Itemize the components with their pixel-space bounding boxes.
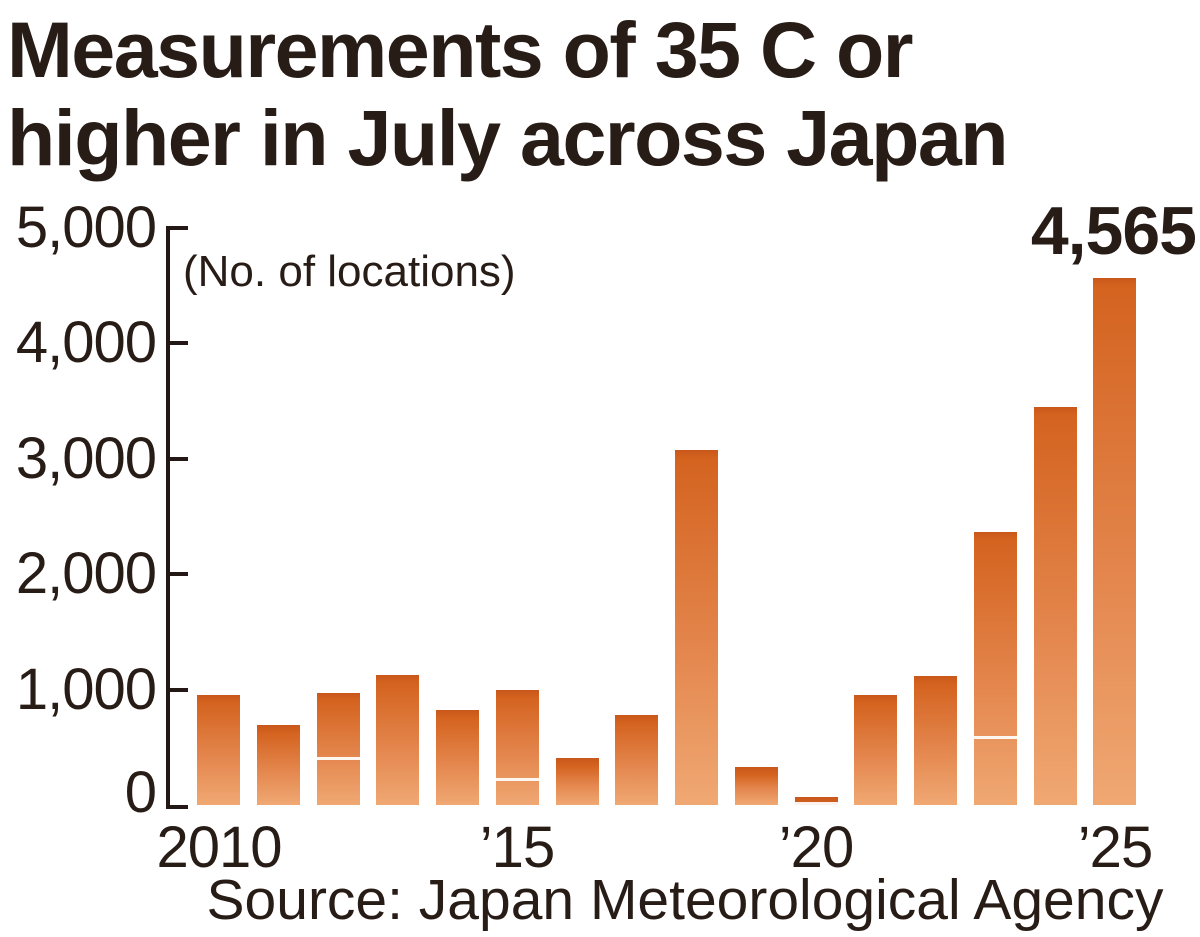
bar-2016 [556,758,599,805]
bar-2012 [317,693,360,805]
chart-title-line-1: Measurements of 35 C or [7,5,914,94]
bar-stripe-2015 [496,778,539,781]
bar-2017 [615,715,658,805]
bar-2011 [257,725,300,805]
bar-stripe-2012 [317,757,360,760]
y-axis-tick [166,688,188,692]
source-credit: Source: Japan Meteorological Agency [206,868,1164,932]
y-axis-line [166,228,170,809]
y-axis-tick [166,341,188,345]
y-axis-tick-label: 3,000 [15,426,157,491]
bar-stripe-2020 [795,802,838,805]
peak-value-label: 4,565 [1030,193,1197,269]
y-axis-tick [166,226,188,230]
axis-unit-note: (No. of locations) [183,247,516,296]
y-axis-tick [166,457,188,461]
x-axis-tick-label: ’20 [778,815,854,880]
bar-2014 [436,710,479,805]
y-axis-tick-label: 4,000 [15,310,157,375]
bar-2010 [197,695,240,805]
bar-2013 [376,675,419,805]
y-axis-tick-label: 5,000 [15,195,157,260]
bar-2018 [675,450,718,805]
chart-title-line-2: higher in July across Japan [7,93,1009,182]
bar-2023 [974,532,1017,805]
y-axis-tick [166,572,188,576]
y-axis-tick [166,805,188,809]
chart-title: Measurements of 35 C or higher in July a… [7,5,1009,182]
bar-2019 [735,767,778,805]
bar-2025 [1093,278,1136,805]
bar-2024 [1034,407,1077,805]
x-axis-tick-label: 2010 [156,815,282,880]
y-axis-tick-label: 2,000 [15,541,157,606]
bar-2020 [795,797,838,805]
bar-2021 [854,695,897,805]
bar-2022 [914,676,957,805]
x-axis-tick-label: ’15 [479,815,555,880]
y-axis-tick-label: 0 [124,760,157,825]
x-axis-tick-label: ’25 [1077,815,1153,880]
bar-stripe-2023 [974,736,1017,739]
y-axis-tick-label: 1,000 [15,657,157,722]
bar-2015 [496,690,539,805]
